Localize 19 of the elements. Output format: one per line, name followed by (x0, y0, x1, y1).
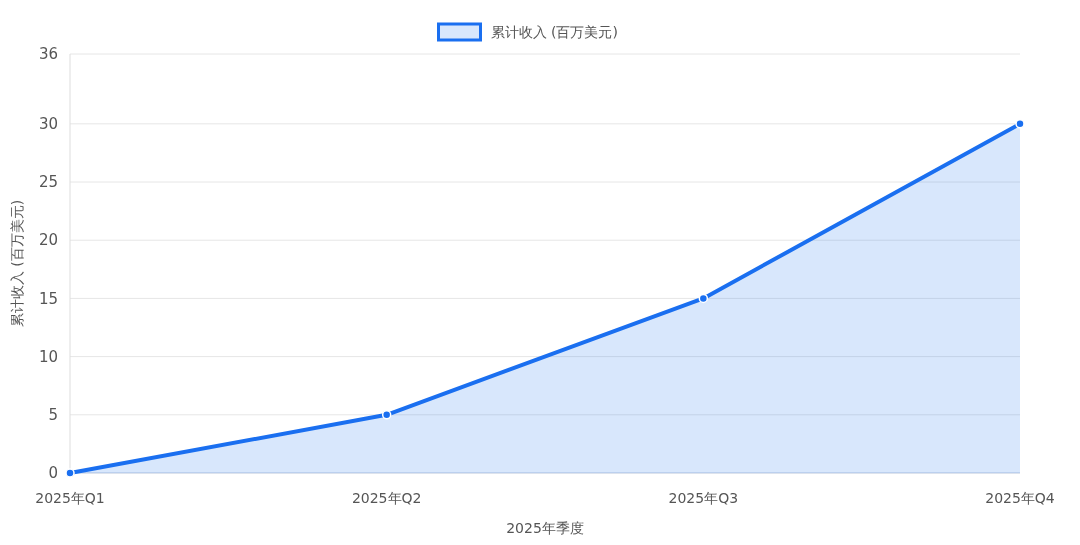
y-tick-label: 36 (38, 45, 58, 64)
point (65, 468, 75, 478)
y-tick-label: 15 (38, 289, 58, 308)
y-tick-label: 0 (48, 464, 58, 483)
x-tick-label: 2025年Q1 (35, 490, 105, 506)
y-tick-label: 20 (38, 231, 58, 250)
y-tick-label: 25 (38, 173, 58, 192)
x-tick-label: 2025年Q3 (668, 490, 739, 506)
x-tick-label: 2025年Q4 (985, 490, 1055, 506)
x-tick-label: 2025年Q2 (351, 490, 422, 506)
x-axis-title: 2025年季度 (506, 520, 584, 536)
point (698, 293, 709, 304)
y-tick-label: 30 (38, 115, 58, 134)
y-tick-label: 5 (48, 406, 58, 425)
y-axis-title: 累计收入 (百万美元) (9, 199, 25, 328)
point (1015, 119, 1025, 129)
y-tick-label: 10 (38, 347, 58, 366)
legend-label: 累计收入 (百万美元) (490, 23, 618, 40)
point (381, 410, 392, 420)
